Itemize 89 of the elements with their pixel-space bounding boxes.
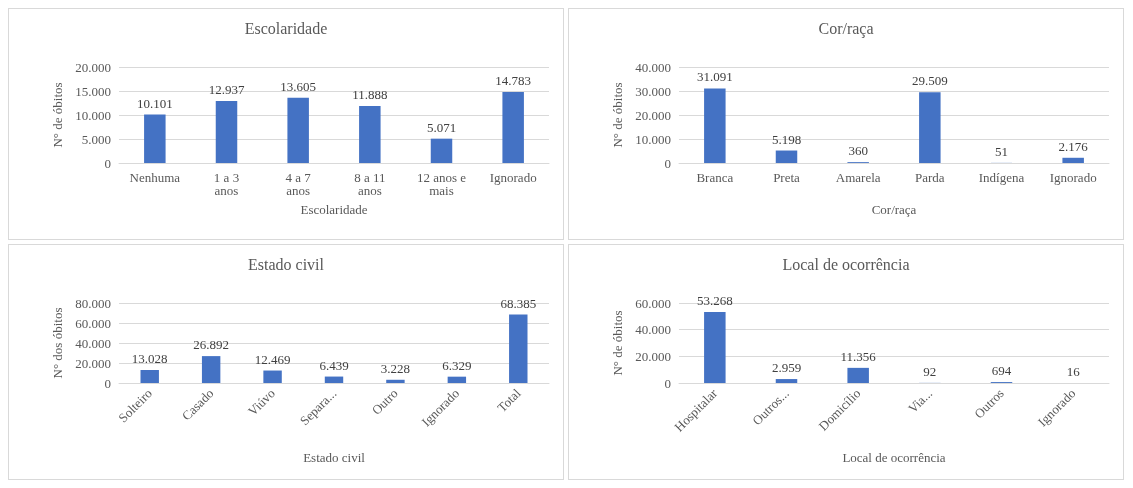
x-tick-label: Ignorado [1049, 170, 1097, 185]
x-tick-label: Branca [696, 170, 734, 185]
y-tick-label: 60.000 [635, 295, 671, 311]
y-tick-label: 40.000 [635, 59, 671, 75]
bar [775, 150, 798, 163]
bar [775, 379, 798, 383]
data-label: 5.071 [426, 119, 457, 135]
data-label: 11.888 [352, 86, 388, 102]
x-tick-label: Via... [904, 385, 936, 416]
x-tick-label: 4 a 7 anos [285, 170, 312, 198]
x-axis-title: Escolaridade [300, 202, 368, 217]
data-label: 3.228 [380, 360, 411, 376]
y-tick-label: 15.000 [75, 83, 111, 99]
y-tick-label: 20.000 [75, 59, 111, 75]
data-label: 13.028 [131, 350, 168, 366]
data-label: 29.509 [911, 73, 948, 89]
y-tick-label: 40.000 [75, 335, 111, 351]
x-axis-title: Local de ocorrência [842, 450, 946, 465]
data-label: 31.091 [696, 69, 733, 85]
x-tick-label: Indígena [978, 170, 1025, 185]
x-tick-label: 8 a 11 anos [354, 170, 386, 198]
y-tick-label: 80.000 [75, 295, 111, 311]
y-tick-label: 60.000 [75, 315, 111, 331]
y-tick-label: 10.000 [75, 107, 111, 123]
data-label: 14.783 [495, 73, 532, 89]
data-label: 6.439 [319, 357, 349, 373]
y-tick-label: 20.000 [635, 107, 671, 123]
data-label: 360 [848, 143, 868, 159]
data-label: 26.892 [193, 337, 230, 353]
data-label: 13.605 [280, 78, 317, 94]
data-label: 51 [995, 143, 1008, 159]
x-tick-label: Amarela [835, 170, 881, 185]
bar [359, 105, 381, 163]
y-tick-label: 0 [104, 155, 111, 171]
bar [140, 369, 159, 383]
bar [263, 370, 282, 383]
chart-title: Cor/raça [818, 19, 874, 38]
bar [215, 100, 238, 163]
bar [847, 367, 869, 383]
bar [704, 88, 726, 163]
data-label: 53.268 [696, 292, 733, 308]
bar [201, 356, 221, 383]
x-axis-title: Estado civil [303, 450, 366, 465]
data-label: 16 [1066, 363, 1081, 379]
x-tick-label: Nenhuma [129, 170, 181, 185]
bar [144, 114, 166, 163]
y-tick-label: 0 [104, 375, 111, 391]
x-axis-title: Cor/raça [871, 202, 917, 217]
y-tick-label: 20.000 [635, 348, 671, 364]
bar [919, 92, 941, 163]
bar [386, 379, 405, 383]
y-axis-title: N° de óbitos [610, 310, 626, 376]
bar [704, 311, 726, 383]
x-tick-label: 12 anos e mais [416, 170, 467, 198]
y-tick-label: 0 [664, 155, 671, 171]
y-tick-label: 5.000 [81, 131, 111, 147]
data-label: 11.356 [840, 348, 877, 364]
bar [430, 138, 453, 163]
bar [1062, 157, 1084, 163]
y-tick-label: 30.000 [635, 83, 671, 99]
data-label: 12.469 [254, 351, 291, 367]
y-tick-label: 40.000 [635, 322, 671, 338]
bar [447, 376, 467, 383]
bar [287, 97, 309, 163]
bar [509, 314, 528, 383]
x-tick-label: Ignorado [489, 170, 537, 185]
data-label: 92 [923, 363, 937, 379]
data-label: 694 [991, 363, 1012, 379]
data-label: 10.101 [136, 95, 173, 111]
y-tick-label: 0 [664, 375, 671, 391]
bar [502, 92, 524, 163]
data-label: 2.176 [1058, 138, 1089, 154]
y-axis-title: N° de óbitos [610, 82, 626, 148]
chart-title: Local de ocorrência [782, 255, 910, 273]
data-label: 5.198 [771, 131, 802, 147]
data-label: 12.937 [208, 81, 245, 97]
bar [324, 376, 344, 383]
y-axis-title: N° dos óbitos [50, 307, 66, 379]
x-tick-label: 1 a 3 anos [213, 170, 240, 198]
chart-title: Escolaridade [244, 19, 328, 37]
data-label: 2.959 [771, 360, 802, 376]
y-tick-label: 20.000 [75, 355, 111, 371]
x-tick-label: Preta [773, 170, 801, 185]
y-tick-label: 10.000 [635, 131, 671, 147]
data-label: 6.329 [442, 357, 472, 373]
chart-title: Estado civil [248, 255, 325, 273]
x-tick-label: Parda [915, 170, 945, 185]
y-axis-title: N° de óbitos [50, 82, 66, 148]
data-label: 68.385 [500, 295, 537, 311]
